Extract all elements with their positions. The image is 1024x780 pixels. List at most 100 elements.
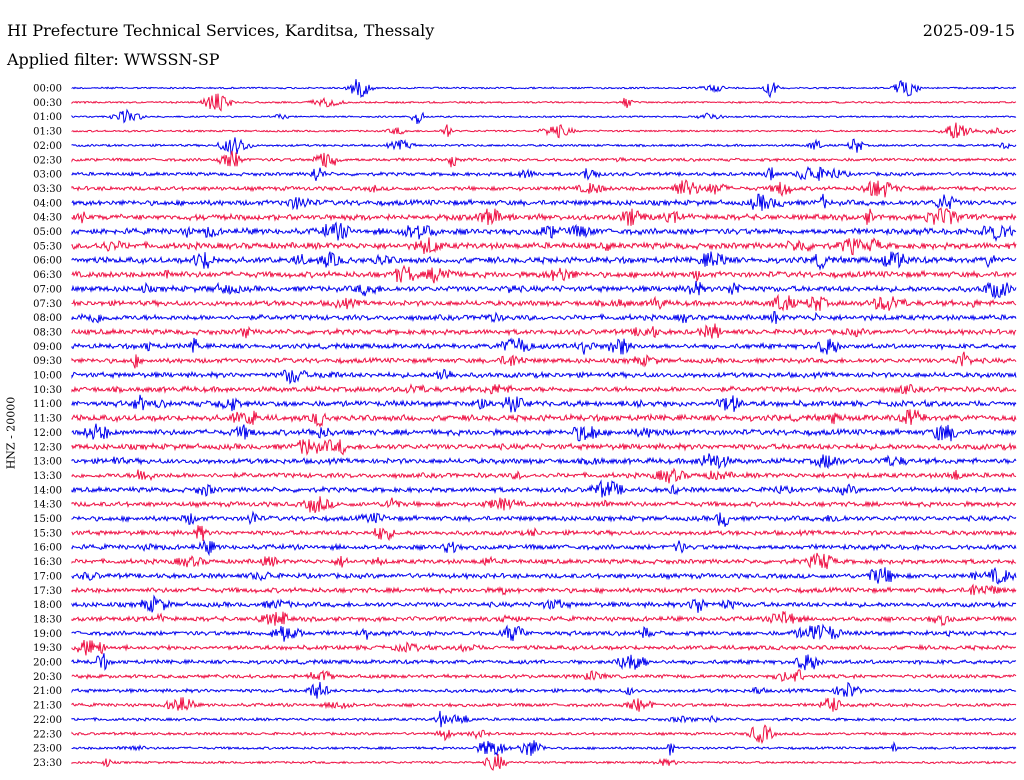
row-time-label: 11:00 bbox=[33, 399, 62, 410]
row-time-label: 22:30 bbox=[33, 729, 62, 740]
row-time-label: 21:00 bbox=[33, 686, 62, 697]
seismic-trace bbox=[71, 479, 1017, 498]
row-time-label: 09:30 bbox=[33, 356, 62, 367]
row-time-label: 19:30 bbox=[33, 643, 62, 654]
seismic-trace bbox=[71, 383, 1017, 395]
seismic-trace bbox=[71, 264, 1017, 284]
seismic-trace bbox=[71, 368, 1017, 385]
row-time-label: 05:30 bbox=[33, 241, 62, 252]
row-time-label: 06:00 bbox=[33, 256, 62, 267]
row-time-label: 21:30 bbox=[33, 701, 62, 712]
row-time-label: 07:00 bbox=[33, 284, 62, 295]
seismic-trace bbox=[71, 594, 1017, 613]
seismic-trace bbox=[71, 681, 1017, 699]
seismic-trace bbox=[71, 669, 1017, 683]
row-time-label: 17:00 bbox=[33, 571, 62, 582]
row-time-label: 16:00 bbox=[33, 543, 62, 554]
row-time-label: 23:30 bbox=[33, 758, 62, 769]
seismic-trace bbox=[71, 166, 1017, 181]
seismic-trace bbox=[71, 122, 1016, 139]
seismic-trace bbox=[71, 754, 1017, 771]
seismic-trace bbox=[71, 496, 1017, 513]
seismic-trace bbox=[71, 453, 1017, 470]
seismic-trace bbox=[71, 697, 1017, 712]
seismic-trace bbox=[71, 539, 1017, 557]
row-time-label: 16:30 bbox=[33, 557, 62, 568]
row-time-label: 12:00 bbox=[33, 428, 62, 439]
row-time-label: 09:00 bbox=[33, 342, 62, 353]
row-time-label: 11:30 bbox=[33, 414, 62, 425]
row-time-label: 04:30 bbox=[33, 213, 62, 224]
seismic-trace bbox=[71, 409, 1017, 428]
row-time-label: 00:00 bbox=[33, 84, 62, 95]
row-time-label: 22:00 bbox=[33, 715, 62, 726]
seismic-trace bbox=[71, 610, 1017, 627]
seismic-trace bbox=[71, 640, 1016, 656]
station-title: HI Prefecture Technical Services, Kardit… bbox=[7, 21, 435, 40]
row-time-label: 18:00 bbox=[33, 600, 62, 611]
seismic-trace bbox=[71, 394, 1017, 413]
filter-label: Applied filter: WWSSN-SP bbox=[7, 50, 220, 69]
seismic-trace bbox=[71, 93, 1017, 112]
seismic-trace bbox=[71, 566, 1017, 585]
row-time-label: 03:00 bbox=[33, 170, 62, 181]
row-time-label: 08:00 bbox=[33, 313, 62, 324]
seismic-trace bbox=[71, 108, 1017, 125]
row-time-label: 20:30 bbox=[33, 672, 62, 683]
seismic-trace bbox=[71, 467, 1017, 484]
seismic-trace bbox=[71, 351, 1017, 369]
row-time-label: 18:30 bbox=[33, 614, 62, 625]
row-time-label: 15:00 bbox=[33, 514, 62, 525]
row-time-label: 12:30 bbox=[33, 442, 62, 453]
seismic-trace bbox=[71, 251, 1017, 271]
row-time-label: 00:30 bbox=[33, 98, 62, 109]
row-time-label: 02:00 bbox=[33, 141, 62, 152]
seismic-trace bbox=[71, 710, 1017, 728]
row-time-label: 06:30 bbox=[33, 270, 62, 281]
row-time-label: 04:00 bbox=[33, 198, 62, 209]
seismic-trace bbox=[71, 323, 1017, 339]
date-label: 2025-09-15 bbox=[922, 21, 1015, 40]
seismic-trace bbox=[71, 293, 1017, 312]
row-time-label: 14:00 bbox=[33, 485, 62, 496]
row-time-label: 19:00 bbox=[33, 629, 62, 640]
row-time-label: 02:30 bbox=[33, 155, 62, 166]
seismic-trace bbox=[71, 280, 1017, 300]
seismic-trace bbox=[71, 525, 1017, 542]
seismic-trace bbox=[71, 439, 1017, 456]
seismic-trace bbox=[71, 311, 1017, 324]
row-time-label: 14:30 bbox=[33, 500, 62, 511]
seismic-trace bbox=[71, 623, 1017, 642]
row-time-label: 03:30 bbox=[33, 184, 62, 195]
seismic-trace bbox=[71, 193, 1017, 211]
seismic-trace bbox=[71, 740, 1017, 757]
seismic-trace bbox=[71, 237, 1017, 256]
seismic-trace bbox=[71, 337, 1017, 355]
row-time-label: 08:30 bbox=[33, 327, 62, 338]
seismic-trace bbox=[71, 583, 1017, 596]
seismic-trace bbox=[71, 221, 1017, 243]
row-time-label: 01:30 bbox=[33, 127, 62, 138]
row-time-label: 17:30 bbox=[33, 586, 62, 597]
seismic-trace bbox=[71, 207, 1017, 226]
row-time-label: 13:00 bbox=[33, 457, 62, 468]
seismic-trace bbox=[71, 150, 1017, 168]
row-time-label: 13:30 bbox=[33, 471, 62, 482]
seismic-trace bbox=[71, 724, 1017, 745]
row-time-label: 01:00 bbox=[33, 112, 62, 123]
row-time-label: 15:30 bbox=[33, 528, 62, 539]
seismic-trace bbox=[71, 137, 1017, 156]
row-time-label: 10:00 bbox=[33, 371, 62, 382]
row-time-label: 05:00 bbox=[33, 227, 62, 238]
seismic-trace bbox=[71, 179, 1017, 198]
seismic-trace bbox=[71, 423, 1017, 442]
seismic-trace bbox=[71, 510, 1017, 527]
row-time-label: 10:30 bbox=[33, 385, 62, 396]
row-time-label: 23:00 bbox=[33, 744, 62, 755]
seismic-trace bbox=[71, 79, 1017, 99]
seismic-trace bbox=[71, 552, 1017, 570]
seismic-trace bbox=[71, 653, 1017, 671]
row-time-label: 20:00 bbox=[33, 658, 62, 669]
row-time-label: 07:30 bbox=[33, 299, 62, 310]
